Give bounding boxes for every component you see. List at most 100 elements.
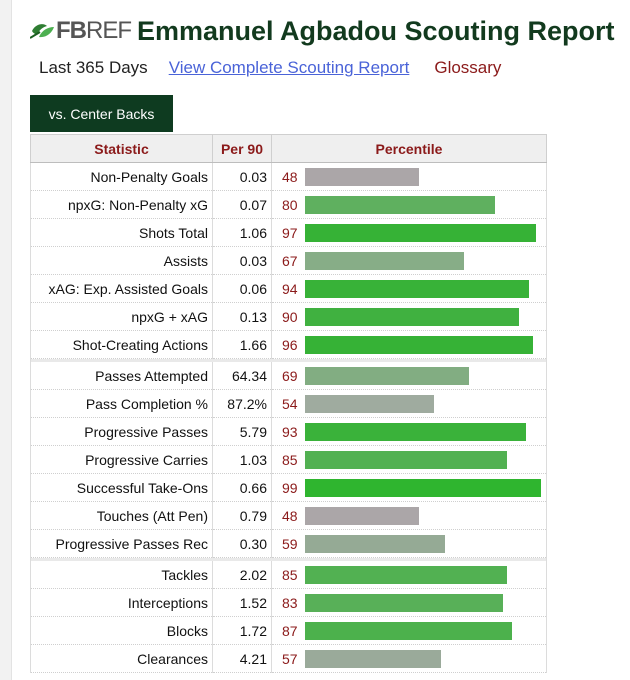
percentile-value: 94 <box>282 281 298 297</box>
stat-name: Interceptions <box>30 588 213 617</box>
percentile-bar <box>305 367 469 385</box>
percentile-bar <box>305 622 512 640</box>
complete-report-link[interactable]: View Complete Scouting Report <box>168 58 410 77</box>
table-row: xAG: Exp. Assisted Goals 0.06 94 <box>30 274 547 303</box>
page-header: FB REF Emmanuel Agbadou Scouting Report <box>30 14 615 48</box>
per90-value: 1.66 <box>212 330 272 359</box>
percentile-cell: 54 <box>271 389 547 418</box>
stat-name: Non-Penalty Goals <box>30 162 213 191</box>
separator-cell <box>30 557 547 561</box>
stat-name: xAG: Exp. Assisted Goals <box>30 274 213 303</box>
per90-value: 0.66 <box>212 473 272 502</box>
percentile-value: 97 <box>282 225 298 241</box>
percentile-value: 83 <box>282 595 298 611</box>
table-row: Shots Total 1.06 97 <box>30 218 547 247</box>
table-row: Tackles 2.02 85 <box>30 561 547 589</box>
percentile-cell: 97 <box>271 218 547 247</box>
percentile-bar <box>305 566 507 584</box>
percentile-bar <box>305 479 541 497</box>
table-row: Progressive Passes Rec 0.30 59 <box>30 529 547 558</box>
percentile-bar <box>305 308 519 326</box>
separator-cell <box>30 358 547 362</box>
leaf-icon <box>30 24 54 39</box>
tab-vs-center-backs[interactable]: vs. Center Backs <box>30 95 173 132</box>
percentile-cell: 93 <box>271 417 547 446</box>
stat-name: Touches (Att Pen) <box>30 501 213 530</box>
table-header-row: Statistic Per 90 Percentile <box>30 134 547 163</box>
column-header-percentile[interactable]: Percentile <box>271 134 547 163</box>
stat-name: npxG + xAG <box>30 302 213 331</box>
per90-value: 0.03 <box>212 162 272 191</box>
percentile-value: 48 <box>282 169 298 185</box>
percentile-bar <box>305 451 507 469</box>
table-row: Assists 0.03 67 <box>30 246 547 275</box>
percentile-cell: 85 <box>271 445 547 474</box>
per90-value: 0.03 <box>212 246 272 275</box>
stat-name: Passes Attempted <box>30 362 213 390</box>
per90-value: 2.02 <box>212 561 272 589</box>
per90-value: 0.13 <box>212 302 272 331</box>
per90-value: 87.2% <box>212 389 272 418</box>
per90-value: 1.06 <box>212 218 272 247</box>
logo-fb-text: FB <box>56 17 87 44</box>
table-row: Blocks 1.72 87 <box>30 616 547 645</box>
percentile-cell: 69 <box>271 362 547 390</box>
per90-value: 5.79 <box>212 417 272 446</box>
stat-name: Pass Completion % <box>30 389 213 418</box>
percentile-cell: 90 <box>271 302 547 331</box>
per90-value: 1.52 <box>212 588 272 617</box>
glossary-link[interactable]: Glossary <box>434 58 502 77</box>
percentile-cell: 59 <box>271 529 547 558</box>
scouting-table: Statistic Per 90 Percentile Non-Penalty … <box>30 134 547 673</box>
group-separator <box>30 358 547 362</box>
percentile-cell: 83 <box>271 588 547 617</box>
per90-value: 0.06 <box>212 274 272 303</box>
column-header-per90[interactable]: Per 90 <box>212 134 272 163</box>
percentile-value: 96 <box>282 337 298 353</box>
logo-ref-text: REF <box>86 17 132 44</box>
per90-value: 0.30 <box>212 529 272 558</box>
stat-name: Shot-Creating Actions <box>30 330 213 359</box>
percentile-bar <box>305 252 464 270</box>
stat-name: Progressive Passes <box>30 417 213 446</box>
table-row: Interceptions 1.52 83 <box>30 588 547 617</box>
percentile-bar <box>305 336 533 354</box>
percentile-cell: 94 <box>271 274 547 303</box>
table-row: npxG: Non-Penalty xG 0.07 80 <box>30 190 547 219</box>
stat-name: Shots Total <box>30 218 213 247</box>
percentile-value: 54 <box>282 396 298 412</box>
fbref-logo[interactable]: FB REF <box>30 16 132 46</box>
per90-value: 1.03 <box>212 445 272 474</box>
stat-name: Tackles <box>30 561 213 589</box>
percentile-value: 85 <box>282 567 298 583</box>
percentile-value: 87 <box>282 623 298 639</box>
percentile-value: 80 <box>282 197 298 213</box>
percentile-value: 99 <box>282 480 298 496</box>
percentile-value: 90 <box>282 309 298 325</box>
stat-name: Successful Take-Ons <box>30 473 213 502</box>
table-body: Non-Penalty Goals 0.03 48 npxG: Non-Penalty… <box>30 162 547 673</box>
scouting-table-container: Statistic Per 90 Percentile Non-Penalty … <box>30 134 547 673</box>
column-header-statistic[interactable]: Statistic <box>30 134 213 163</box>
percentile-cell: 67 <box>271 246 547 275</box>
percentile-bar <box>305 535 445 553</box>
table-row: Clearances 4.21 57 <box>30 644 547 673</box>
percentile-value: 57 <box>282 651 298 667</box>
period-label: Last 365 Days <box>39 58 148 77</box>
table-row: Passes Attempted 64.34 69 <box>30 362 547 390</box>
percentile-bar <box>305 168 419 186</box>
stat-name: Progressive Carries <box>30 445 213 474</box>
per90-value: 0.07 <box>212 190 272 219</box>
percentile-bar <box>305 650 441 668</box>
percentile-bar <box>305 395 434 413</box>
stat-name: Blocks <box>30 616 213 645</box>
table-row: Touches (Att Pen) 0.79 48 <box>30 501 547 530</box>
report-subnav: Last 365 Days View Complete Scouting Rep… <box>39 58 501 78</box>
percentile-cell: 57 <box>271 644 547 673</box>
table-row: Progressive Passes 5.79 93 <box>30 417 547 446</box>
table-row: Non-Penalty Goals 0.03 48 <box>30 162 547 191</box>
percentile-cell: 80 <box>271 190 547 219</box>
per90-value: 4.21 <box>212 644 272 673</box>
stat-name: Progressive Passes Rec <box>30 529 213 558</box>
percentile-bar <box>305 196 495 214</box>
